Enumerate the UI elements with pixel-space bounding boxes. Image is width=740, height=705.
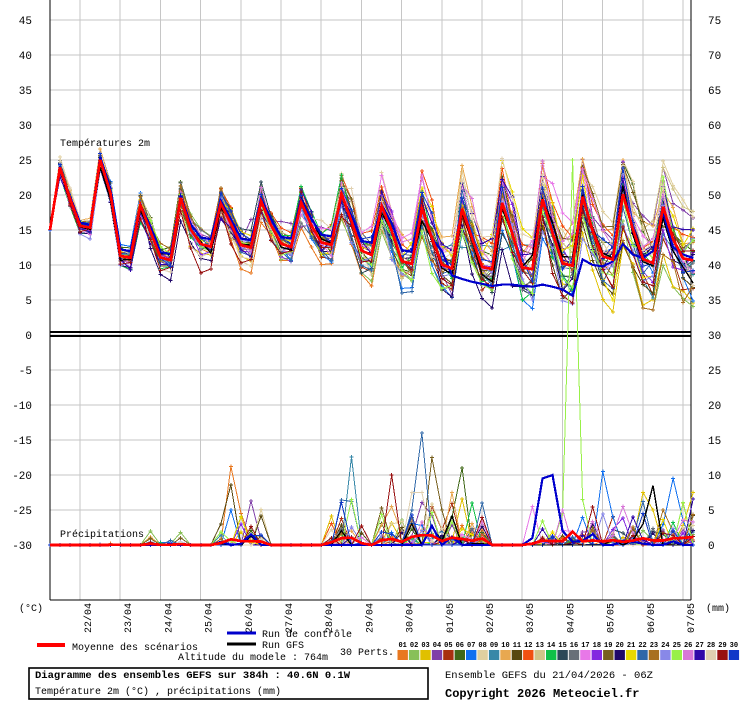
svg-text:22/04: 22/04: [83, 603, 95, 633]
svg-text:03: 03: [421, 642, 429, 650]
svg-text:28: 28: [707, 642, 715, 650]
svg-text:14: 14: [547, 642, 555, 650]
svg-text:04: 04: [433, 642, 441, 650]
svg-text:13: 13: [536, 642, 544, 650]
svg-text:18: 18: [593, 642, 601, 650]
svg-text:Run GFS: Run GFS: [262, 641, 304, 652]
svg-text:Moyenne des scénarios: Moyenne des scénarios: [72, 642, 198, 654]
svg-text:04/05: 04/05: [565, 603, 577, 633]
svg-text:-10: -10: [12, 401, 32, 413]
svg-text:Altitude du modele : 764m: Altitude du modele : 764m: [178, 652, 328, 664]
svg-text:35: 35: [19, 86, 32, 98]
svg-text:23/04: 23/04: [123, 603, 135, 633]
svg-text:70: 70: [708, 51, 721, 63]
svg-text:30 Perts.: 30 Perts.: [340, 648, 394, 659]
svg-text:Températures 2m: Températures 2m: [60, 138, 150, 150]
svg-text:35: 35: [708, 296, 721, 308]
svg-text:10: 10: [501, 642, 509, 650]
svg-text:20: 20: [708, 401, 721, 413]
svg-text:-5: -5: [19, 366, 32, 378]
svg-text:(mm): (mm): [706, 603, 730, 615]
svg-text:45: 45: [708, 226, 721, 238]
svg-text:0: 0: [708, 541, 715, 553]
svg-text:17: 17: [581, 642, 589, 650]
svg-text:60: 60: [708, 121, 721, 133]
svg-text:(°C): (°C): [19, 603, 43, 615]
svg-text:Température 2m (°C) , précipit: Température 2m (°C) , précipitations (mm…: [35, 686, 281, 698]
svg-text:0: 0: [25, 331, 32, 343]
svg-text:Précipitations: Précipitations: [60, 529, 144, 541]
svg-text:19: 19: [604, 642, 612, 650]
svg-text:08: 08: [478, 642, 486, 650]
svg-text:29/04: 29/04: [364, 603, 376, 633]
svg-text:20: 20: [19, 191, 32, 203]
svg-text:29: 29: [718, 642, 726, 650]
svg-text:01/05: 01/05: [445, 603, 457, 633]
svg-text:Run de contrôle: Run de contrôle: [262, 629, 352, 641]
svg-text:01: 01: [398, 642, 406, 650]
svg-text:06: 06: [456, 642, 464, 650]
svg-text:40: 40: [19, 51, 32, 63]
svg-text:25/04: 25/04: [204, 603, 216, 633]
svg-text:05: 05: [444, 642, 452, 650]
svg-text:50: 50: [708, 191, 721, 203]
svg-text:65: 65: [708, 86, 721, 98]
svg-text:07: 07: [467, 642, 475, 650]
svg-text:25: 25: [673, 642, 681, 650]
svg-text:-20: -20: [12, 471, 32, 483]
svg-text:Copyright 2026 Meteociel.fr: Copyright 2026 Meteociel.fr: [445, 687, 639, 700]
svg-text:02: 02: [410, 642, 418, 650]
svg-text:16: 16: [570, 642, 578, 650]
svg-text:5: 5: [708, 506, 715, 518]
svg-text:28/04: 28/04: [324, 603, 336, 633]
svg-text:12: 12: [524, 642, 532, 650]
svg-text:22: 22: [638, 642, 646, 650]
svg-text:20: 20: [615, 642, 623, 650]
svg-text:06/05: 06/05: [646, 603, 658, 633]
svg-text:30: 30: [708, 331, 721, 343]
svg-text:26/04: 26/04: [244, 603, 256, 633]
svg-text:05/05: 05/05: [606, 603, 618, 633]
svg-text:-30: -30: [12, 541, 32, 553]
svg-text:27: 27: [695, 642, 703, 650]
svg-text:26: 26: [684, 642, 692, 650]
svg-text:09: 09: [490, 642, 498, 650]
svg-text:55: 55: [708, 156, 721, 168]
svg-text:25: 25: [19, 156, 32, 168]
svg-text:24: 24: [661, 642, 669, 650]
svg-text:-15: -15: [12, 436, 32, 448]
svg-text:25: 25: [708, 366, 721, 378]
svg-text:5: 5: [25, 296, 32, 308]
svg-text:15: 15: [708, 436, 721, 448]
svg-text:24/04: 24/04: [163, 603, 175, 633]
svg-text:21: 21: [627, 642, 635, 650]
svg-text:15: 15: [558, 642, 566, 650]
svg-text:30: 30: [19, 121, 32, 133]
svg-text:02/05: 02/05: [485, 603, 497, 633]
svg-text:30: 30: [730, 642, 738, 650]
svg-text:10: 10: [708, 471, 721, 483]
svg-text:Ensemble GEFS du 21/04/2026 -: Ensemble GEFS du 21/04/2026 - 06Z: [445, 670, 653, 682]
svg-text:75: 75: [708, 16, 721, 28]
svg-text:07/05: 07/05: [686, 603, 698, 633]
svg-text:03/05: 03/05: [525, 603, 537, 633]
svg-text:15: 15: [19, 226, 32, 238]
svg-text:40: 40: [708, 261, 721, 273]
svg-text:30/04: 30/04: [405, 603, 417, 633]
svg-text:23: 23: [650, 642, 658, 650]
svg-text:45: 45: [19, 16, 32, 28]
svg-text:27/04: 27/04: [284, 603, 296, 633]
svg-text:11: 11: [513, 642, 521, 650]
svg-text:10: 10: [19, 261, 32, 273]
svg-text:-25: -25: [12, 506, 32, 518]
svg-text:Diagramme des ensembles GEFS s: Diagramme des ensembles GEFS sur 384h : …: [35, 670, 351, 682]
